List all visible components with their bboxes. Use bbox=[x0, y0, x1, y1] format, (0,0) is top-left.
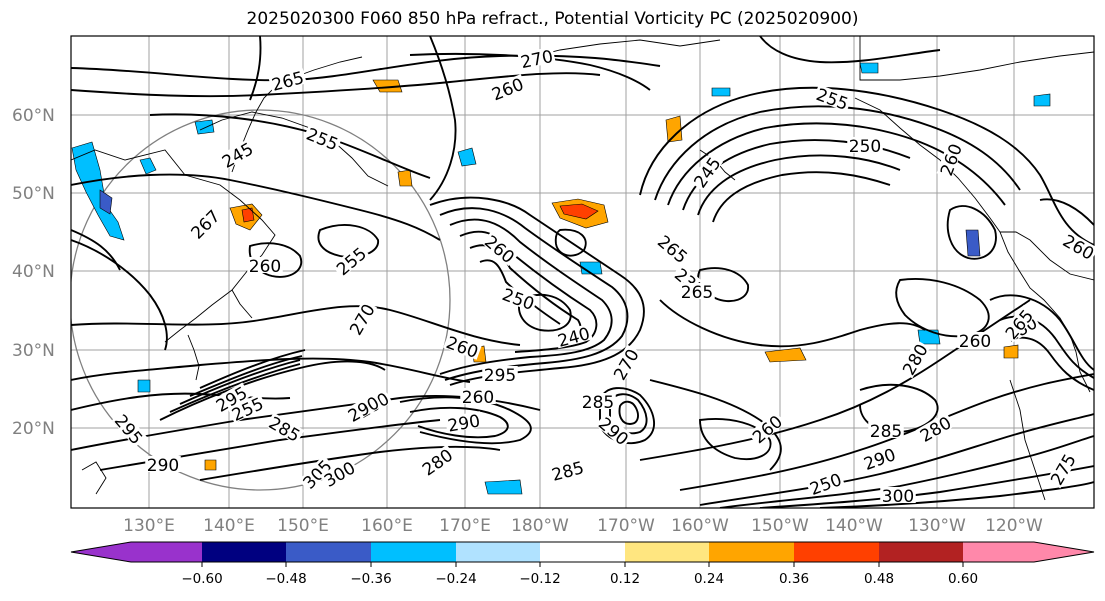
contour-label: 260 bbox=[1059, 230, 1099, 265]
graticule bbox=[71, 36, 1094, 508]
lon-tick-140w: 140°W bbox=[825, 516, 883, 536]
svg-text:290: 290 bbox=[147, 456, 179, 476]
contour-label: 285 bbox=[580, 393, 616, 413]
lon-tick-160e: 160°E bbox=[361, 516, 413, 536]
svg-text:250: 250 bbox=[849, 137, 881, 157]
svg-text:260: 260 bbox=[462, 388, 494, 408]
contour-label: 290 bbox=[444, 411, 483, 437]
contour-label: 295 bbox=[482, 366, 518, 386]
colorbar-cell bbox=[963, 542, 1094, 562]
colorbar-tick-label: 0.60 bbox=[948, 571, 978, 587]
lon-tick-140e: 140°E bbox=[203, 516, 255, 536]
lon-tick-160w: 160°W bbox=[671, 516, 729, 536]
colorbar-cell bbox=[879, 542, 963, 562]
colorbar-cell bbox=[456, 542, 540, 562]
lon-tick-170e: 170°E bbox=[439, 516, 491, 536]
lon-tick-150w: 150°W bbox=[751, 516, 809, 536]
contour-label: 300 bbox=[880, 487, 916, 507]
contour-label: 260 bbox=[460, 388, 496, 408]
lat-tick-60: 60°N bbox=[12, 106, 55, 126]
lon-tick-130w: 130°W bbox=[908, 516, 966, 536]
colorbar-tick-label: 0.24 bbox=[694, 571, 724, 587]
lon-tick-180w: 180°W bbox=[511, 516, 569, 536]
longitude-labels: 130°E 140°E 150°E 160°E 170°E 180°W 170°… bbox=[123, 516, 1043, 536]
colorbar-tick-label: −0.48 bbox=[265, 571, 306, 587]
contour-label: 265 bbox=[679, 283, 715, 303]
colorbar-cell bbox=[371, 542, 456, 562]
colorbar: −0.60 −0.48 −0.36 −0.24 −0.12 0.12 0.24 … bbox=[70, 541, 1095, 587]
contour-label: 290 bbox=[145, 456, 181, 476]
lon-tick-130e: 130°E bbox=[123, 516, 175, 536]
contour-label: 260 bbox=[247, 257, 283, 277]
svg-text:260: 260 bbox=[249, 257, 281, 277]
svg-text:285: 285 bbox=[582, 393, 614, 413]
svg-text:260: 260 bbox=[959, 332, 991, 352]
colorbar-cell bbox=[540, 542, 625, 562]
colorbar-tick-label: −0.36 bbox=[350, 571, 391, 587]
lat-tick-30: 30°N bbox=[12, 341, 55, 361]
colorbar-tick-label: 0.12 bbox=[610, 571, 640, 587]
svg-text:285: 285 bbox=[870, 422, 902, 442]
colorbar-tick-label: −0.60 bbox=[181, 571, 222, 587]
lat-tick-50: 50°N bbox=[12, 184, 55, 204]
svg-text:300: 300 bbox=[882, 487, 914, 507]
contour-label: 285 bbox=[548, 457, 587, 486]
lat-tick-20: 20°N bbox=[12, 419, 55, 439]
svg-text:265: 265 bbox=[681, 283, 713, 303]
svg-text:295: 295 bbox=[484, 366, 516, 386]
colorbar-tick-label: −0.12 bbox=[519, 571, 560, 587]
map-frame bbox=[70, 35, 1095, 509]
contour-label: 250 bbox=[847, 137, 883, 157]
colorbar-cell bbox=[625, 542, 709, 562]
contour-label: 275 bbox=[1046, 449, 1081, 489]
colorbar-cell bbox=[71, 542, 202, 562]
lon-tick-150e: 150°E bbox=[277, 516, 329, 536]
potential-vorticity-patches bbox=[71, 62, 1051, 495]
colorbar-tick-label: 0.36 bbox=[779, 571, 809, 587]
colorbar-cell bbox=[202, 542, 286, 562]
lon-tick-120w: 120°W bbox=[985, 516, 1043, 536]
colorbar-tick-label: 0.48 bbox=[864, 571, 894, 587]
reference-circle bbox=[71, 109, 451, 491]
colorbar-outline bbox=[70, 541, 1095, 563]
colorbar-cell bbox=[286, 542, 371, 562]
colorbar-cells bbox=[70, 541, 1095, 563]
contour-label: 285 bbox=[868, 422, 904, 442]
colorbar-tick-label: −0.24 bbox=[435, 571, 476, 587]
contour-label: 245 bbox=[217, 138, 257, 173]
lat-tick-40: 40°N bbox=[12, 262, 55, 282]
colorbar-cell bbox=[709, 542, 794, 562]
latitude-labels: 60°N 50°N 40°N 30°N 20°N bbox=[12, 106, 55, 439]
contour-label: 260 bbox=[957, 332, 993, 352]
colorbar-ticks bbox=[201, 562, 964, 567]
colorbar-cell bbox=[794, 542, 879, 562]
contour-label: 270 bbox=[517, 46, 556, 73]
lon-tick-170w: 170°W bbox=[597, 516, 655, 536]
map-title: 2025020300 F060 850 hPa refract., Potent… bbox=[246, 9, 859, 29]
